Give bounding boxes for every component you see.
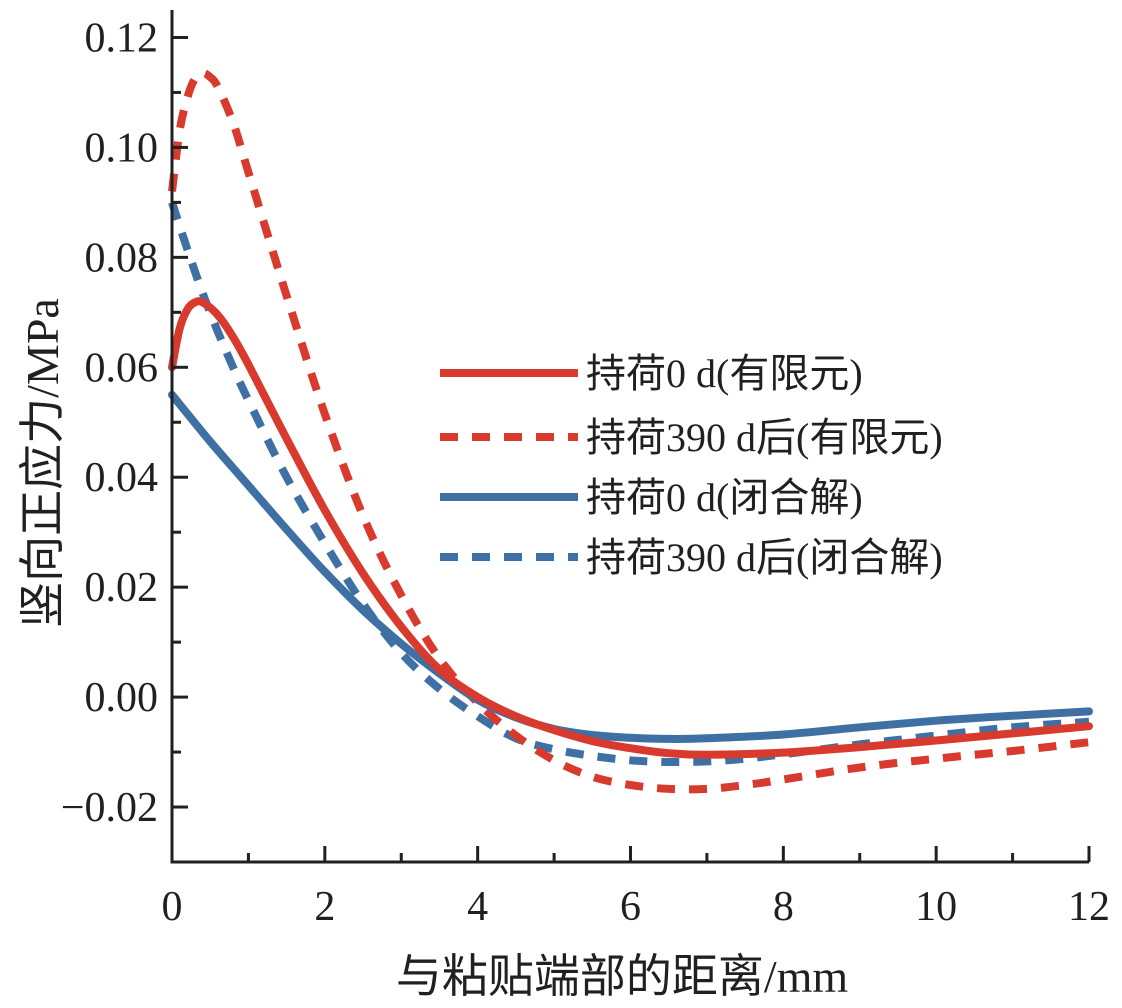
y-tick-label: 0.04 <box>85 455 159 501</box>
x-tick-label: 0 <box>162 884 183 930</box>
y-tick-label: 0.00 <box>85 675 159 721</box>
x-axis-title: 与粘贴端部的距离/mm <box>396 951 849 1002</box>
x-tick-label: 6 <box>620 884 641 930</box>
series-line-2 <box>168 69 1090 794</box>
series-line-4 <box>168 201 1090 767</box>
axes-layer: −0.02 0.00 0.02 0.04 0.06 0.08 0.10 0.12 0 2 4 6 8 10… <box>61 10 1110 930</box>
legend-label-4: 持荷390 d后(闭合解) <box>586 535 943 580</box>
x-tick-label: 10 <box>915 884 957 930</box>
x-tick-label: 12 <box>1068 884 1110 930</box>
legend-label-1: 持荷0 d(有限元) <box>586 351 863 396</box>
y-tick-label: 0.12 <box>85 15 159 61</box>
x-tick-label: 2 <box>314 884 335 930</box>
y-tick-label: 0.10 <box>85 125 159 171</box>
legend-label-2: 持荷390 d后(有限元) <box>586 415 943 460</box>
y-tick-label: −0.02 <box>61 785 158 831</box>
y-tick-label: 0.08 <box>85 235 159 281</box>
x-tick-label: 8 <box>773 884 794 930</box>
legend: 持荷0 d(有限元) 持荷390 d后(有限元) 持荷0 d(闭合解) 持荷390 d… <box>440 351 943 580</box>
y-axis-title: 竖向正应力/MPa <box>17 298 68 628</box>
y-tick-label: 0.06 <box>85 345 159 391</box>
y-tick-label: 0.02 <box>85 565 159 611</box>
legend-label-3: 持荷0 d(闭合解) <box>586 475 863 520</box>
series-line-1 <box>168 297 1093 759</box>
x-tick-label: 4 <box>467 884 488 930</box>
series-layer <box>168 69 1093 794</box>
